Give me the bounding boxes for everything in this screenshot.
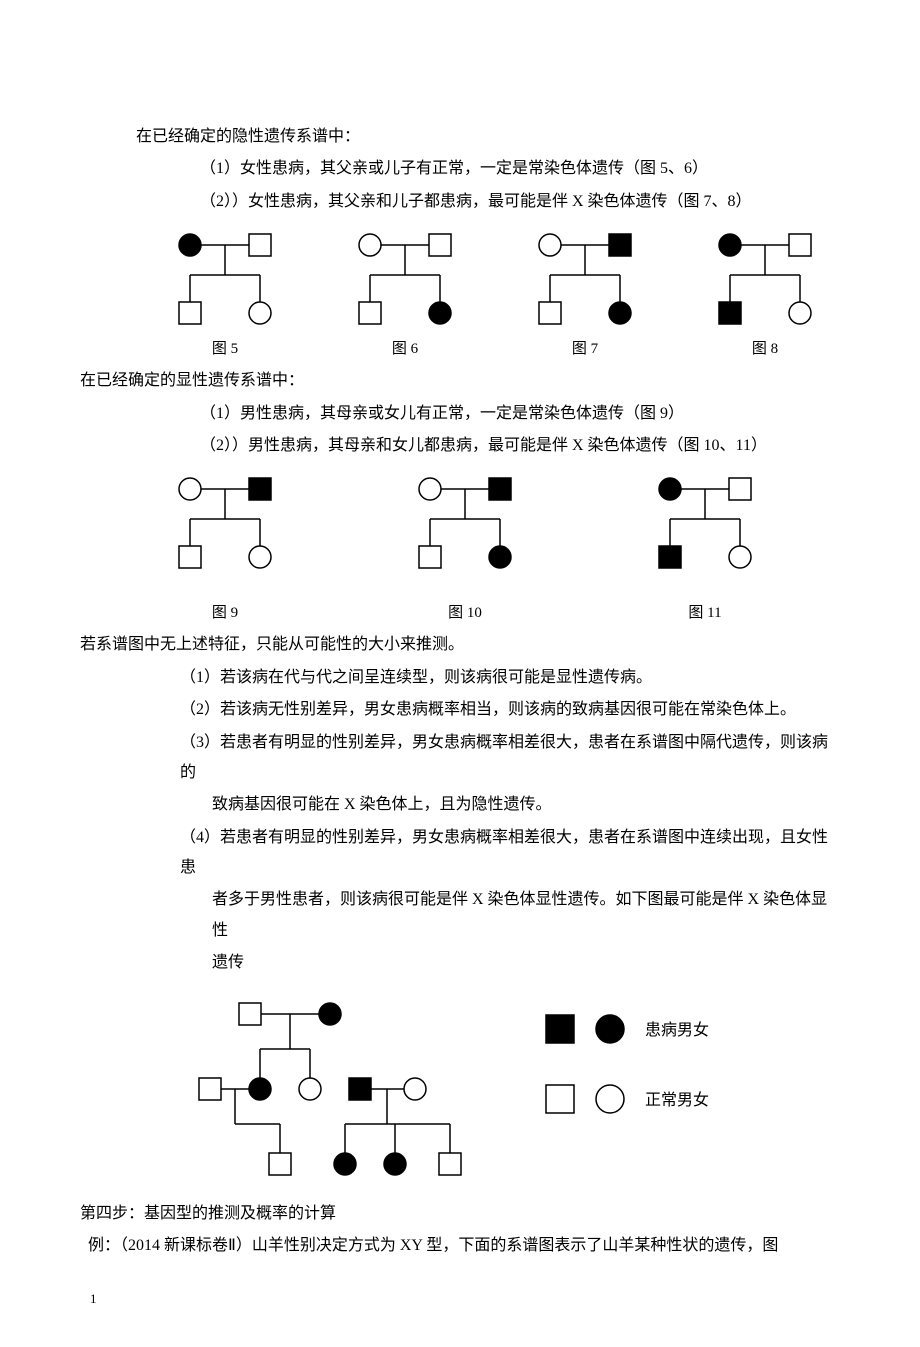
rule-uncertain-4c: 遗传 — [80, 948, 840, 978]
label-fig5: 图 5 — [150, 337, 300, 358]
rule-uncertain-2: （2）若该病无性别差异，男女患病概率相当，则该病的致病基因很可能在常染色体上。 — [80, 695, 840, 725]
figure-labels-9-11: 图 9 图 10 图 11 — [80, 601, 840, 622]
rule-dominant-1: （1）男性患病，其母亲或女儿有正常，一定是常染色体遗传（图 9） — [80, 399, 840, 429]
figure-labels-5-8: 图 5 图 6 图 7 图 8 — [80, 337, 840, 358]
rule-uncertain-4b: 者多于男性患者，则该病很可能是伴 X 染色体显性遗传。如下图最可能是伴 X 染色… — [80, 885, 840, 946]
example-2014: 例：（2014 新课标卷Ⅱ）山羊性别决定方式为 XY 型，下面的系谱图表示了山羊… — [80, 1231, 840, 1261]
label-fig7: 图 7 — [510, 337, 660, 358]
label-fig6: 图 6 — [330, 337, 480, 358]
figure-row-5-8 — [80, 225, 840, 335]
page-number: 1 — [80, 1291, 840, 1307]
svg-text:正常男女: 正常男女 — [645, 1090, 709, 1109]
figure-11 — [630, 469, 780, 579]
figure-5 — [150, 225, 300, 335]
step-4-heading: 第四步：基因型的推测及概率的计算 — [80, 1199, 840, 1229]
figure-6 — [330, 225, 480, 335]
rule-recessive-1: （1）女性患病，其父亲或儿子有正常，一定是常染色体遗传（图 5、6） — [80, 154, 840, 184]
rule-uncertain-1: （1）若该病在代与代之间呈连续型，则该病很可能是显性遗传病。 — [80, 663, 840, 693]
label-fig11: 图 11 — [630, 601, 780, 622]
rule-uncertain-intro: 若系谱图中无上述特征，只能从可能性的大小来推测。 — [80, 630, 840, 660]
label-fig9: 图 9 — [150, 601, 300, 622]
figure-9 — [150, 469, 300, 579]
rule-recessive-heading: 在已经确定的隐性遗传系谱中： — [80, 122, 840, 152]
figure-8 — [690, 225, 840, 335]
rule-dominant-heading: 在已经确定的显性遗传系谱中： — [80, 366, 840, 396]
rule-recessive-2: （2））女性患病，其父亲和儿子都患病，最可能是伴 X 染色体遗传（图 7、8） — [80, 187, 840, 217]
rule-uncertain-3b: 致病基因很可能在 X 染色体上，且为隐性遗传。 — [80, 790, 840, 820]
figure-10 — [390, 469, 540, 579]
rule-uncertain-3a: （3）若患者有明显的性别差异，男女患病概率相差很大，患者在系谱图中隔代遗传，则该… — [80, 728, 840, 789]
figure-row-9-11 — [80, 469, 840, 579]
rule-dominant-2: （2））男性患病，其母亲和女儿都患病，最可能是伴 X 染色体遗传（图 10、11… — [80, 431, 840, 461]
rule-uncertain-4a: （4）若患者有明显的性别差异，男女患病概率相差很大，患者在系谱图中连续出现，且女… — [80, 823, 840, 884]
svg-text:患病男女: 患病男女 — [645, 1020, 709, 1039]
label-fig8: 图 8 — [690, 337, 840, 358]
figure-7 — [510, 225, 660, 335]
label-fig10: 图 10 — [390, 601, 540, 622]
figure-big-pedigree: 患病男女正常男女 — [80, 989, 840, 1189]
